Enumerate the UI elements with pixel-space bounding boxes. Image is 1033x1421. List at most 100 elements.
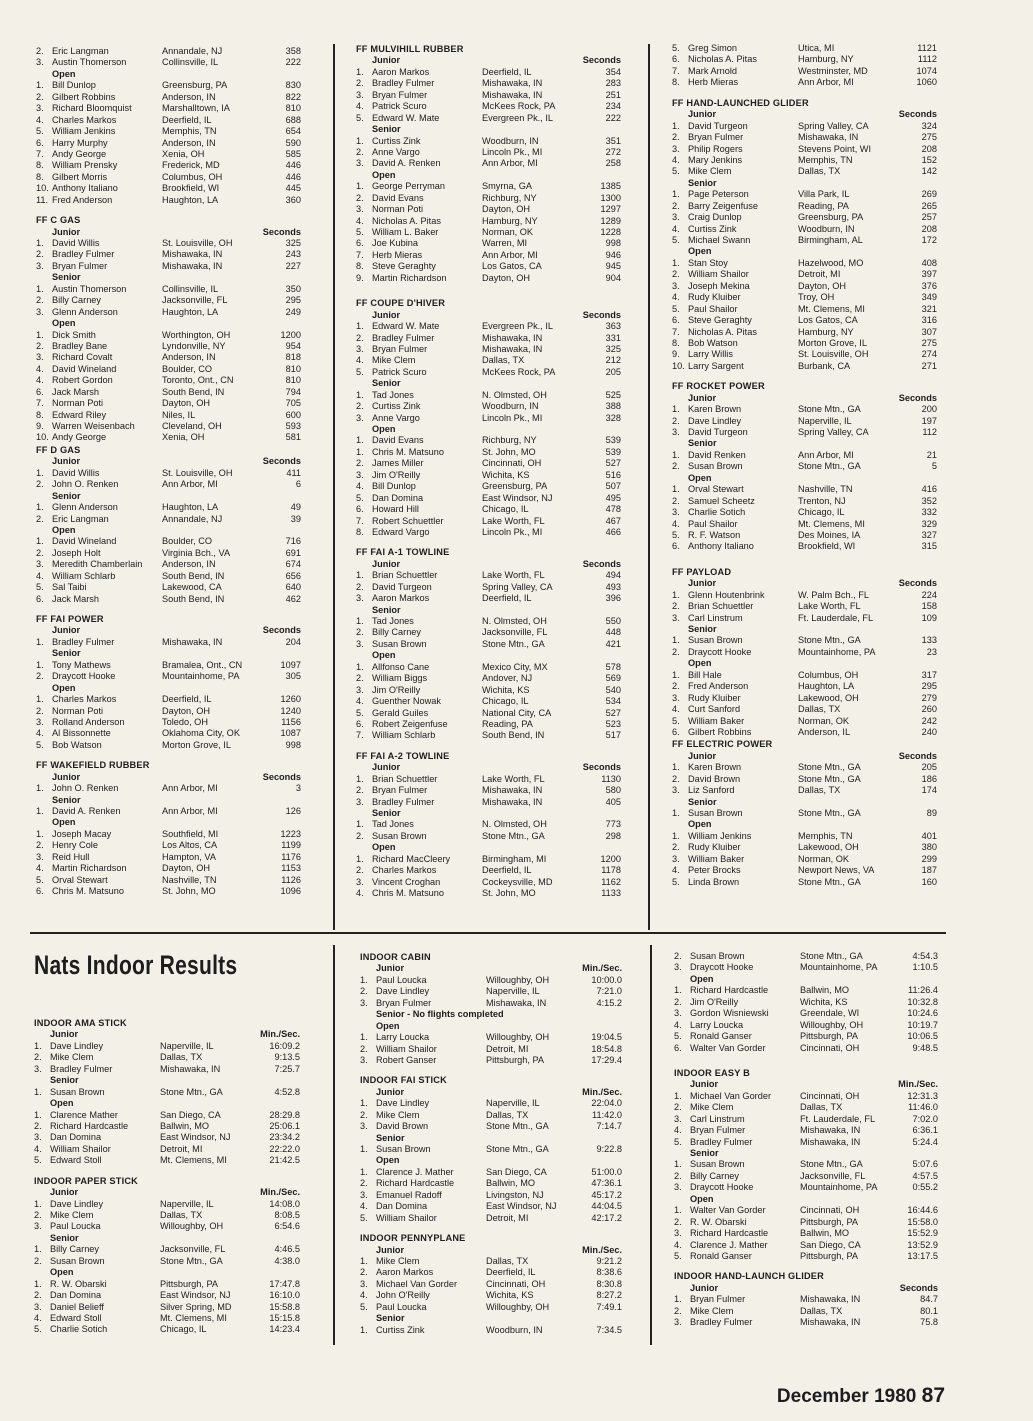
- place: 5.: [674, 1031, 682, 1042]
- place: 4.: [356, 481, 364, 492]
- competitor-name: Fred Anderson: [688, 681, 749, 692]
- result-row: 3. David Turgeon Spring Valley, CA 112: [672, 427, 937, 438]
- result-row: 7. Nicholas A. Pitas Hamburg, NY 307: [672, 327, 937, 338]
- result-row: 6. Anthony Italiano Brookfield, WI 315: [672, 541, 937, 552]
- result-row: 9. Larry Willis St. Louisville, OH 274: [672, 349, 937, 360]
- competitor-name: Martin Richardson: [372, 272, 447, 283]
- hometown: Mt. Clemens, MI: [798, 303, 865, 314]
- place: 2.: [36, 295, 44, 306]
- division-header: Open: [672, 473, 937, 484]
- division-header: Junior Seconds: [672, 393, 937, 404]
- result-row: 3. Gordon Wisniewski Greendale, WI 10:24.6: [674, 1008, 938, 1019]
- result-row: 2. Fred Anderson Haughton, LA 295: [672, 681, 937, 692]
- score: 1:10.5: [912, 962, 938, 973]
- result-row: 1. William Jenkins Memphis, TN 401: [672, 831, 937, 842]
- place: 6.: [356, 238, 364, 249]
- place: 6.: [356, 718, 364, 729]
- score: 258: [605, 158, 621, 169]
- hometown: Smyrna, GA: [482, 181, 533, 192]
- result-row: 6. Howard Hill Chicago, IL 478: [356, 504, 621, 515]
- place: 8.: [356, 261, 364, 272]
- place: 3.: [672, 212, 680, 223]
- hometown: Reading, PA: [482, 718, 533, 729]
- competitor-name: Allfonso Cane: [372, 661, 430, 672]
- division-header: Junior Min./Sec.: [34, 1187, 300, 1198]
- score: 495: [605, 492, 621, 503]
- result-row: 1. Page Peterson Villa Park, IL 269: [672, 189, 937, 200]
- hometown: St. John, MO: [482, 446, 536, 457]
- score: 13:52.9: [907, 1239, 938, 1250]
- competitor-name: William Shailor: [376, 1043, 437, 1054]
- division-label: Open: [688, 819, 712, 830]
- place: 1.: [36, 80, 44, 91]
- division-label: Junior: [372, 762, 401, 773]
- hometown: Cincinnati, OH: [486, 1278, 546, 1289]
- hometown: Greendale, WI: [800, 1008, 860, 1019]
- competitor-name: Emanuel Radoff: [376, 1189, 442, 1200]
- hometown: National City, CA: [482, 707, 552, 718]
- place: 1.: [34, 1198, 42, 1209]
- competitor-name: Brian Schuettler: [372, 570, 438, 581]
- score: 466: [605, 526, 621, 537]
- result-row: 2. Bryan Fulmer Mishawaka, IN 275: [672, 132, 937, 143]
- result-row: 1. Allfonso Cane Mexico City, MX 578: [356, 662, 621, 673]
- competitor-name: Edward Vargo: [372, 526, 430, 537]
- place: 1.: [672, 484, 680, 495]
- place: 1.: [672, 257, 680, 268]
- result-row: 1. Glenn Anderson Haughton, LA 49: [36, 502, 301, 513]
- division-header: Senior: [34, 1233, 300, 1244]
- place: 1.: [356, 321, 364, 332]
- score: 1121: [917, 43, 937, 53]
- score: 794: [285, 386, 301, 397]
- score: 411: [286, 467, 301, 478]
- score: 109: [921, 612, 937, 623]
- score: 174: [921, 785, 937, 796]
- competitor-name: Aaron Markos: [372, 593, 430, 604]
- place: 3.: [360, 1054, 368, 1065]
- hometown: McKees Rock, PA: [482, 366, 556, 377]
- competitor-name: Howard Hill: [372, 504, 419, 515]
- competitor-name: Gordon Wisniewski: [690, 1008, 769, 1019]
- result-row: 2. Eric Langman Annandale, NJ 358: [36, 46, 301, 57]
- place: 3.: [360, 1121, 368, 1132]
- competitor-name: Draycott Hooke: [688, 646, 752, 657]
- score: 363: [605, 321, 621, 332]
- competitor-name: Gilbert Morris: [52, 171, 108, 182]
- place: 2.: [36, 46, 44, 56]
- result-row: 2. Billy Carney Jacksonville, FL 4:57.5: [674, 1171, 938, 1182]
- place: 5.: [672, 166, 680, 177]
- score: 7:21.0: [596, 986, 622, 997]
- score: 200: [921, 404, 937, 415]
- division-header: Senior: [36, 272, 301, 283]
- competitor-name: Dick Smith: [52, 329, 96, 340]
- score: 1060: [916, 77, 937, 88]
- hometown: Bramalea, Ont., CN: [162, 659, 243, 670]
- score: 1126: [281, 874, 301, 885]
- division-label: Junior: [688, 109, 717, 120]
- place: 9.: [356, 272, 364, 283]
- place: 2.: [672, 681, 680, 692]
- score: 316: [921, 315, 937, 326]
- result-row: 1. Tad Jones N. Olmsted, OH 525: [356, 390, 621, 401]
- competitor-name: William Shailor: [688, 269, 749, 280]
- competitor-name: Norman Poti: [372, 204, 424, 215]
- score: 295: [921, 681, 937, 692]
- hometown: Burbank, CA: [798, 360, 851, 371]
- competitor-name: Warren Weisenbach: [52, 421, 135, 431]
- competitor-name: Bryan Fulmer: [376, 997, 432, 1008]
- place: 1.: [360, 1255, 368, 1266]
- result-row: 1. Curtiss Zink Woodburn, IN 351: [356, 136, 621, 147]
- hometown: Memphis, TN: [798, 830, 853, 841]
- division-label: Senior: [50, 1075, 79, 1086]
- hometown: Dallas, TX: [160, 1052, 203, 1063]
- section-title: Nats Indoor Results: [34, 950, 238, 980]
- result-row: 3. Aaron Markos Deerfield, IL 396: [356, 593, 621, 604]
- place: 1.: [34, 1086, 42, 1097]
- result-row: 6. Steve Geraghty Los Gatos, CA 316: [672, 315, 937, 326]
- place: 10.: [672, 360, 685, 371]
- score: 205: [605, 366, 621, 377]
- column-divider: [333, 44, 335, 930]
- hometown: Mt. Clemens, MI: [160, 1155, 227, 1166]
- result-row: 3. Glenn Anderson Haughton, LA 249: [36, 307, 301, 318]
- place: 2.: [36, 671, 44, 682]
